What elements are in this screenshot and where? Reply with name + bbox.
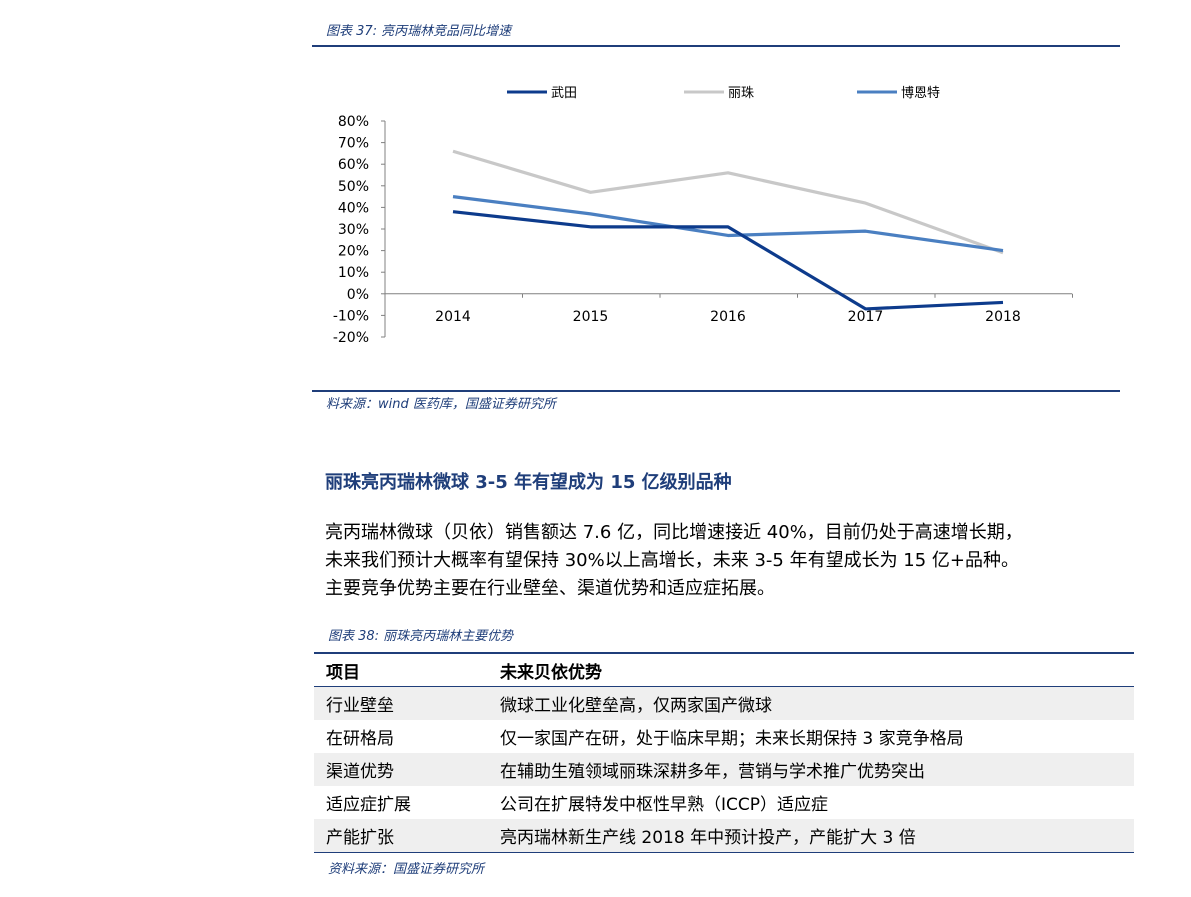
advantages-table: 项目 未来贝依优势 行业壁垒 微球工业化壁垒高，仅两家国产微球 在研格局 仅一家… [314,652,1134,853]
row-advantage: 仅一家国产在研，处于临床早期；未来长期保持 3 家竞争格局 [500,729,964,749]
figure-37-source: 料来源：wind 医药库，国盛证券研究所 [326,397,556,412]
series-line [452,195,1004,253]
x-tick-label: 2015 [573,309,609,325]
y-tick-label: 50% [338,179,369,195]
legend-label: 博恩特 [901,86,940,101]
y-tick-label: 70% [338,136,369,152]
row-item: 适应症扩展 [326,795,411,815]
y-tick-label: 0% [347,287,369,303]
row-item: 行业壁垒 [314,686,488,720]
source-rule [312,390,1120,392]
y-tick-label: 10% [338,265,369,281]
y-tick-label: -10% [333,308,369,324]
paragraph-line: 未来我们预计大概率有望保持 30%以上高增长，未来 3-5 年有望成长为 15 … [325,550,1019,571]
x-tick-label: 2018 [985,309,1021,325]
figure-38-source: 资料来源：国盛证券研究所 [328,862,485,877]
figure-37-caption: 图表 37: 亮丙瑞林竞品同比增速 [326,24,512,39]
header-item: 项目 [314,652,488,687]
table-row: 行业壁垒 微球工业化壁垒高，仅两家国产微球 [314,686,1134,720]
series-lines [452,149,1004,311]
chart-legend: 武田 丽珠 博恩特 [507,86,940,101]
caption-rule [312,45,1120,47]
paragraph-line: 主要竞争优势主要在行业壁垒、渠道优势和适应症拓展。 [325,578,775,599]
x-tick-label: 2016 [710,309,746,325]
table-row: 渠道优势 在辅助生殖领域丽珠深耕多年，营销与学术推广优势突出 [314,753,1134,786]
legend-label: 丽珠 [728,86,754,101]
y-tick-label: 80% [338,114,369,130]
y-tick-label: 30% [338,222,369,238]
growth-line-chart: 武田 丽珠 博恩特 80% 70% 60% 50% 40% 30% 20% 10% 0% -10% -2… [333,86,1073,346]
x-tick-label: 2017 [848,309,884,325]
row-advantage: 微球工业化壁垒高，仅两家国产微球 [488,686,1134,720]
header-advantage: 未来贝依优势 [488,652,1134,687]
y-tick-label: 20% [338,244,369,260]
y-tick-label: 60% [338,157,369,173]
row-advantage: 公司在扩展特发中枢性早熟（ICCP）适应症 [500,795,829,815]
row-item: 在研格局 [326,729,394,749]
paragraph-line: 亮丙瑞林微球（贝依）销售额达 7.6 亿，同比增速接近 40%，目前仍处于高速增… [325,522,1023,543]
legend-label: 武田 [551,86,577,101]
x-tick-label: 2014 [435,309,471,325]
section-heading: 丽珠亮丙瑞林微球 3-5 年有望成为 15 亿级别品种 [325,472,732,493]
table-header-row: 项目 未来贝依优势 [314,652,1134,687]
table-row: 在研格局 仅一家国产在研，处于临床早期；未来长期保持 3 家竞争格局 [314,720,1134,753]
row-item: 产能扩张 [314,819,488,853]
row-advantage: 在辅助生殖领域丽珠深耕多年，营销与学术推广优势突出 [488,753,1134,786]
table-row: 适应症扩展 公司在扩展特发中枢性早熟（ICCP）适应症 [314,786,1134,819]
row-advantage: 亮丙瑞林新生产线 2018 年中预计投产，产能扩大 3 倍 [488,819,1134,853]
y-tick-label: -20% [333,330,369,346]
row-item: 渠道优势 [314,753,488,786]
series-line [452,210,1004,311]
y-tick-label: 40% [338,200,369,216]
x-axis: 2014 2015 2016 2017 2018 [384,293,1073,325]
figure-38-caption: 图表 38: 丽珠亮丙瑞林主要优势 [328,629,514,644]
y-axis: 80% 70% 60% 50% 40% 30% 20% 10% 0% -10% -20% [333,114,386,346]
series-line [452,149,1004,255]
table-row: 产能扩张 亮丙瑞林新生产线 2018 年中预计投产，产能扩大 3 倍 [314,819,1134,853]
